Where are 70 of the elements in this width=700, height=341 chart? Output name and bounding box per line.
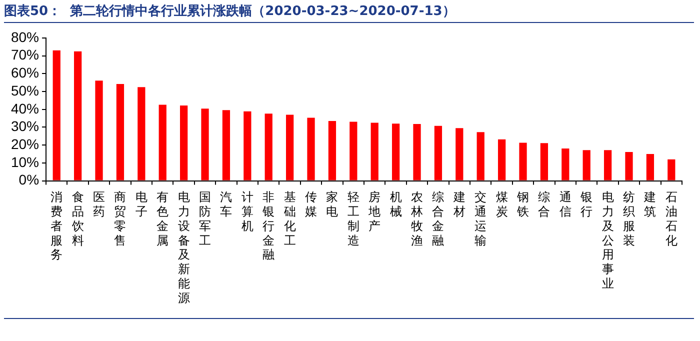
bar	[52, 50, 60, 180]
x-tick-label: 石油石化	[665, 190, 678, 248]
bar	[138, 87, 146, 180]
bar	[498, 139, 506, 180]
bar	[264, 114, 272, 180]
y-tick-label: 80%	[10, 28, 40, 45]
y-tick-label: 0%	[18, 172, 40, 188]
bar	[370, 122, 378, 180]
bar	[328, 121, 336, 180]
bar	[540, 143, 548, 180]
x-tick-label: 机械	[390, 190, 402, 219]
bar	[413, 124, 421, 180]
x-tick-label: 电子	[135, 190, 148, 219]
y-tick-label: 20%	[10, 136, 40, 152]
x-tick-label: 钢铁	[516, 190, 530, 219]
x-tick-label: 房地产	[368, 190, 381, 233]
x-tick-label: 国防军工	[199, 190, 212, 248]
x-tick-label: 汽车	[220, 190, 232, 219]
x-tick-label: 电力及公用事业	[602, 190, 614, 291]
bar	[116, 84, 124, 180]
bar	[582, 150, 590, 180]
x-tick-label: 煤炭	[496, 190, 508, 219]
x-tick-label: 综合	[538, 190, 550, 219]
bar	[562, 148, 570, 180]
x-tick-label: 建材	[452, 190, 466, 219]
x-tick-label: 电力设备及新能源	[178, 190, 190, 305]
bar	[244, 111, 252, 180]
bar	[74, 51, 82, 180]
bar	[180, 105, 188, 180]
x-tick-label: 纺织服装	[623, 190, 635, 248]
y-tick-label: 60%	[10, 64, 40, 81]
x-tick-label: 基础化工	[282, 190, 296, 248]
x-tick-label: 轻工制造	[347, 190, 360, 248]
bar	[604, 150, 612, 180]
x-tick-label: 非银行金融	[262, 190, 275, 262]
bar	[307, 118, 315, 180]
chart-title: 图表50： 第二轮行情中各行业累计涨跌幅（2020-03-23~2020-07-13）	[4, 2, 694, 23]
x-tick-label: 家电	[326, 190, 338, 219]
bar	[434, 126, 442, 180]
bar	[158, 104, 166, 180]
x-tick-label: 医药	[93, 190, 106, 219]
x-tick-label: 建筑	[643, 190, 656, 219]
bar	[201, 108, 209, 180]
x-tick-label: 计算机	[241, 190, 254, 233]
bar	[392, 124, 400, 180]
x-tick-label: 传媒	[305, 190, 318, 219]
x-tick-label: 农林牧渔	[410, 190, 424, 248]
x-tick-label: 有色金属	[156, 190, 169, 248]
y-tick-label: 10%	[10, 154, 40, 170]
bar	[95, 80, 103, 180]
bar	[646, 154, 654, 180]
y-tick-label: 30%	[10, 118, 40, 134]
x-tick-label: 综合金融	[432, 190, 444, 248]
bar	[456, 128, 464, 180]
bar	[222, 110, 230, 180]
y-tick-label: 40%	[10, 100, 40, 116]
x-tick-label: 通信	[559, 190, 572, 219]
bar	[476, 132, 484, 180]
x-tick-label: 交通运输	[474, 190, 487, 248]
x-tick-label: 银行	[580, 190, 593, 219]
y-tick-label: 70%	[10, 46, 40, 63]
x-tick-label: 消费者服务	[50, 190, 63, 262]
x-tick-label: 食品饮料	[70, 190, 84, 248]
x-tick-label: 商贸零售	[114, 190, 126, 248]
y-tick-label: 50%	[10, 82, 40, 98]
bar	[625, 152, 633, 180]
bar	[519, 142, 527, 180]
bar	[668, 159, 676, 180]
bar	[286, 114, 294, 180]
bar	[350, 122, 358, 180]
